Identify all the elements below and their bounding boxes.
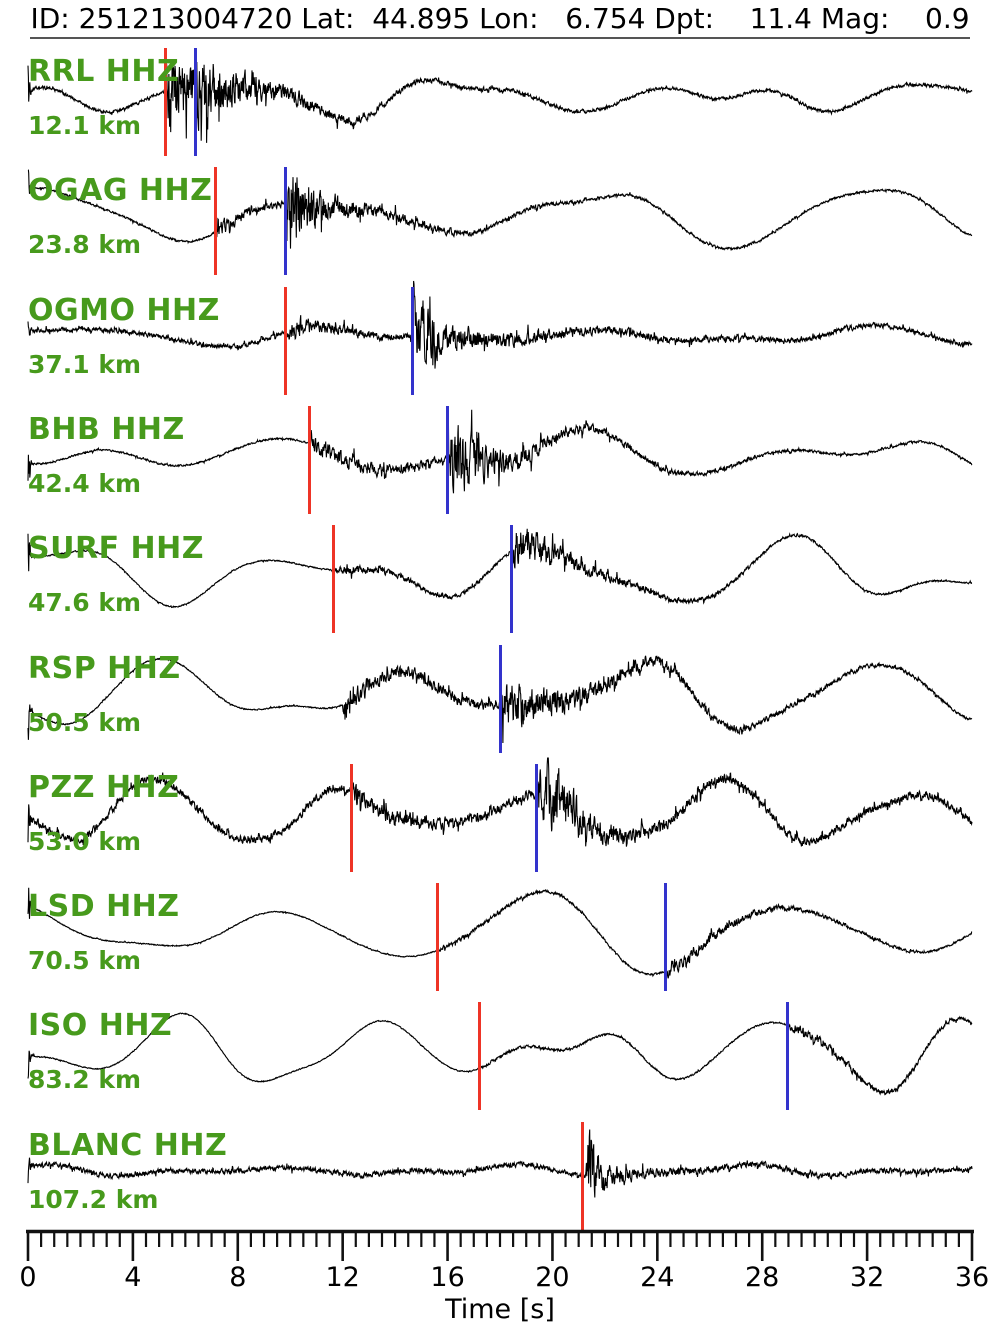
station-distance-label: 107.2 km xyxy=(28,1184,159,1214)
s-pick-line[interactable] xyxy=(663,883,667,992)
station-label: PZZ HHZ xyxy=(28,769,180,805)
station-label: BHB HHZ xyxy=(28,411,185,447)
axis-tick-label: 20 xyxy=(535,1262,570,1293)
p-pick-line[interactable] xyxy=(332,525,335,634)
trace-row: RSP HHZ 50.5 km xyxy=(0,637,1000,757)
p-pick-line[interactable] xyxy=(283,286,287,395)
axis-tick-label: 16 xyxy=(430,1262,465,1293)
waveform-trace xyxy=(27,1129,973,1198)
p-pick-line[interactable] xyxy=(581,1121,585,1230)
waveform-trace xyxy=(27,1012,973,1097)
s-pick-line[interactable] xyxy=(446,405,450,514)
s-pick-line[interactable] xyxy=(194,48,198,156)
p-pick-line[interactable] xyxy=(477,1002,481,1111)
waveform-trace xyxy=(27,528,973,609)
time-axis-ruler xyxy=(26,1229,974,1261)
axis-tick-label: 4 xyxy=(124,1262,142,1293)
trace-row: ISO HHZ 83.2 km xyxy=(0,994,1000,1114)
station-distance-label: 12.1 km xyxy=(28,111,142,140)
waveform-canvas[interactable] xyxy=(0,398,1000,518)
waveform-canvas[interactable] xyxy=(0,279,1000,399)
station-distance-label: 23.8 km xyxy=(28,230,142,260)
trace-row: PZZ HHZ 53.0 km xyxy=(0,756,1000,876)
trace-row: BLANC HHZ 107.2 km xyxy=(0,1114,1000,1234)
axis-tick-label: 0 xyxy=(19,1262,37,1293)
axis-tick-label: 28 xyxy=(745,1262,780,1293)
waveform-canvas[interactable] xyxy=(0,1114,1000,1234)
waveform-trace xyxy=(27,169,973,252)
station-label: BLANC HHZ xyxy=(28,1127,228,1163)
axis-tick-label: 8 xyxy=(229,1262,247,1293)
station-label: OGAG HHZ xyxy=(28,173,213,209)
station-distance-label: 70.5 km xyxy=(28,946,142,976)
p-pick-line[interactable] xyxy=(164,48,168,156)
axis-tick-label: 24 xyxy=(640,1262,675,1293)
s-pick-line[interactable] xyxy=(510,525,514,634)
p-pick-line[interactable] xyxy=(350,763,354,872)
waveform-canvas[interactable] xyxy=(0,756,1000,876)
s-pick-line[interactable] xyxy=(410,286,414,395)
waveform-canvas[interactable] xyxy=(0,517,1000,637)
title-separator xyxy=(30,37,970,39)
station-distance-label: 83.2 km xyxy=(28,1065,142,1095)
waveform-canvas[interactable] xyxy=(0,875,1000,995)
trace-row: OGAG HHZ 23.8 km xyxy=(0,159,1000,279)
station-distance-label: 37.1 km xyxy=(28,349,142,379)
s-pick-line[interactable] xyxy=(535,763,539,872)
waveform-trace xyxy=(27,61,973,143)
waveform-canvas[interactable] xyxy=(0,40,1000,160)
s-pick-line[interactable] xyxy=(283,167,287,276)
axis-tick-label: 32 xyxy=(849,1262,885,1293)
p-pick-line[interactable] xyxy=(435,883,439,992)
station-distance-label: 42.4 km xyxy=(28,468,142,498)
p-pick-line[interactable] xyxy=(214,167,217,276)
s-pick-line[interactable] xyxy=(785,1002,789,1111)
waveform-canvas[interactable] xyxy=(0,994,1000,1114)
waveform-trace xyxy=(27,280,973,369)
waveform-canvas[interactable] xyxy=(0,159,1000,279)
s-pick-line[interactable] xyxy=(498,644,502,753)
station-label: OGMO HHZ xyxy=(28,292,220,328)
trace-row: BHB HHZ 42.4 km xyxy=(0,398,1000,518)
axis-tick-label: 12 xyxy=(325,1262,360,1293)
waveform-trace xyxy=(27,409,973,494)
station-label: RRL HHZ xyxy=(28,54,180,89)
event-info-title: ID: 251213004720 Lat: 44.895 Lon: 6.754 … xyxy=(30,2,970,35)
waveform-trace xyxy=(27,757,973,847)
trace-row: OGMO HHZ 37.1 km xyxy=(0,279,1000,399)
time-axis: 0 4 8 12 16 20 24 28 32 36 Time [s] xyxy=(0,1228,1000,1333)
trace-row: SURF HHZ 47.6 km xyxy=(0,517,1000,637)
p-pick-line[interactable] xyxy=(308,405,312,514)
station-label: RSP HHZ xyxy=(28,650,181,686)
station-distance-label: 53.0 km xyxy=(28,826,142,856)
station-label: ISO HHZ xyxy=(28,1008,173,1044)
time-axis-label: Time [s] xyxy=(445,1294,555,1325)
axis-tick-label: 36 xyxy=(954,1262,990,1293)
trace-row: LSD HHZ 70.5 km xyxy=(0,875,1000,995)
station-distance-label: 47.6 km xyxy=(28,588,142,618)
trace-row: RRL HHZ 12.1 km xyxy=(0,40,1000,160)
station-distance-label: 50.5 km xyxy=(28,707,142,737)
station-label: LSD HHZ xyxy=(28,889,180,925)
waveform-trace xyxy=(27,887,973,979)
station-label: SURF HHZ xyxy=(28,531,204,567)
